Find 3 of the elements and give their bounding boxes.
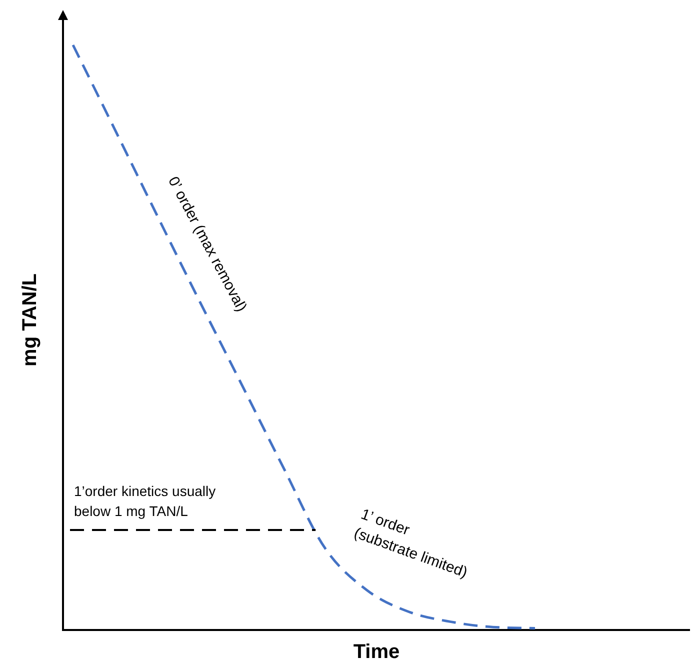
y-axis-title: mg TAN/L	[19, 274, 41, 366]
x-axis-title: Time	[353, 641, 400, 663]
ref-line-label: 1’order kinetics usually below 1 mg TAN/L	[74, 482, 216, 519]
